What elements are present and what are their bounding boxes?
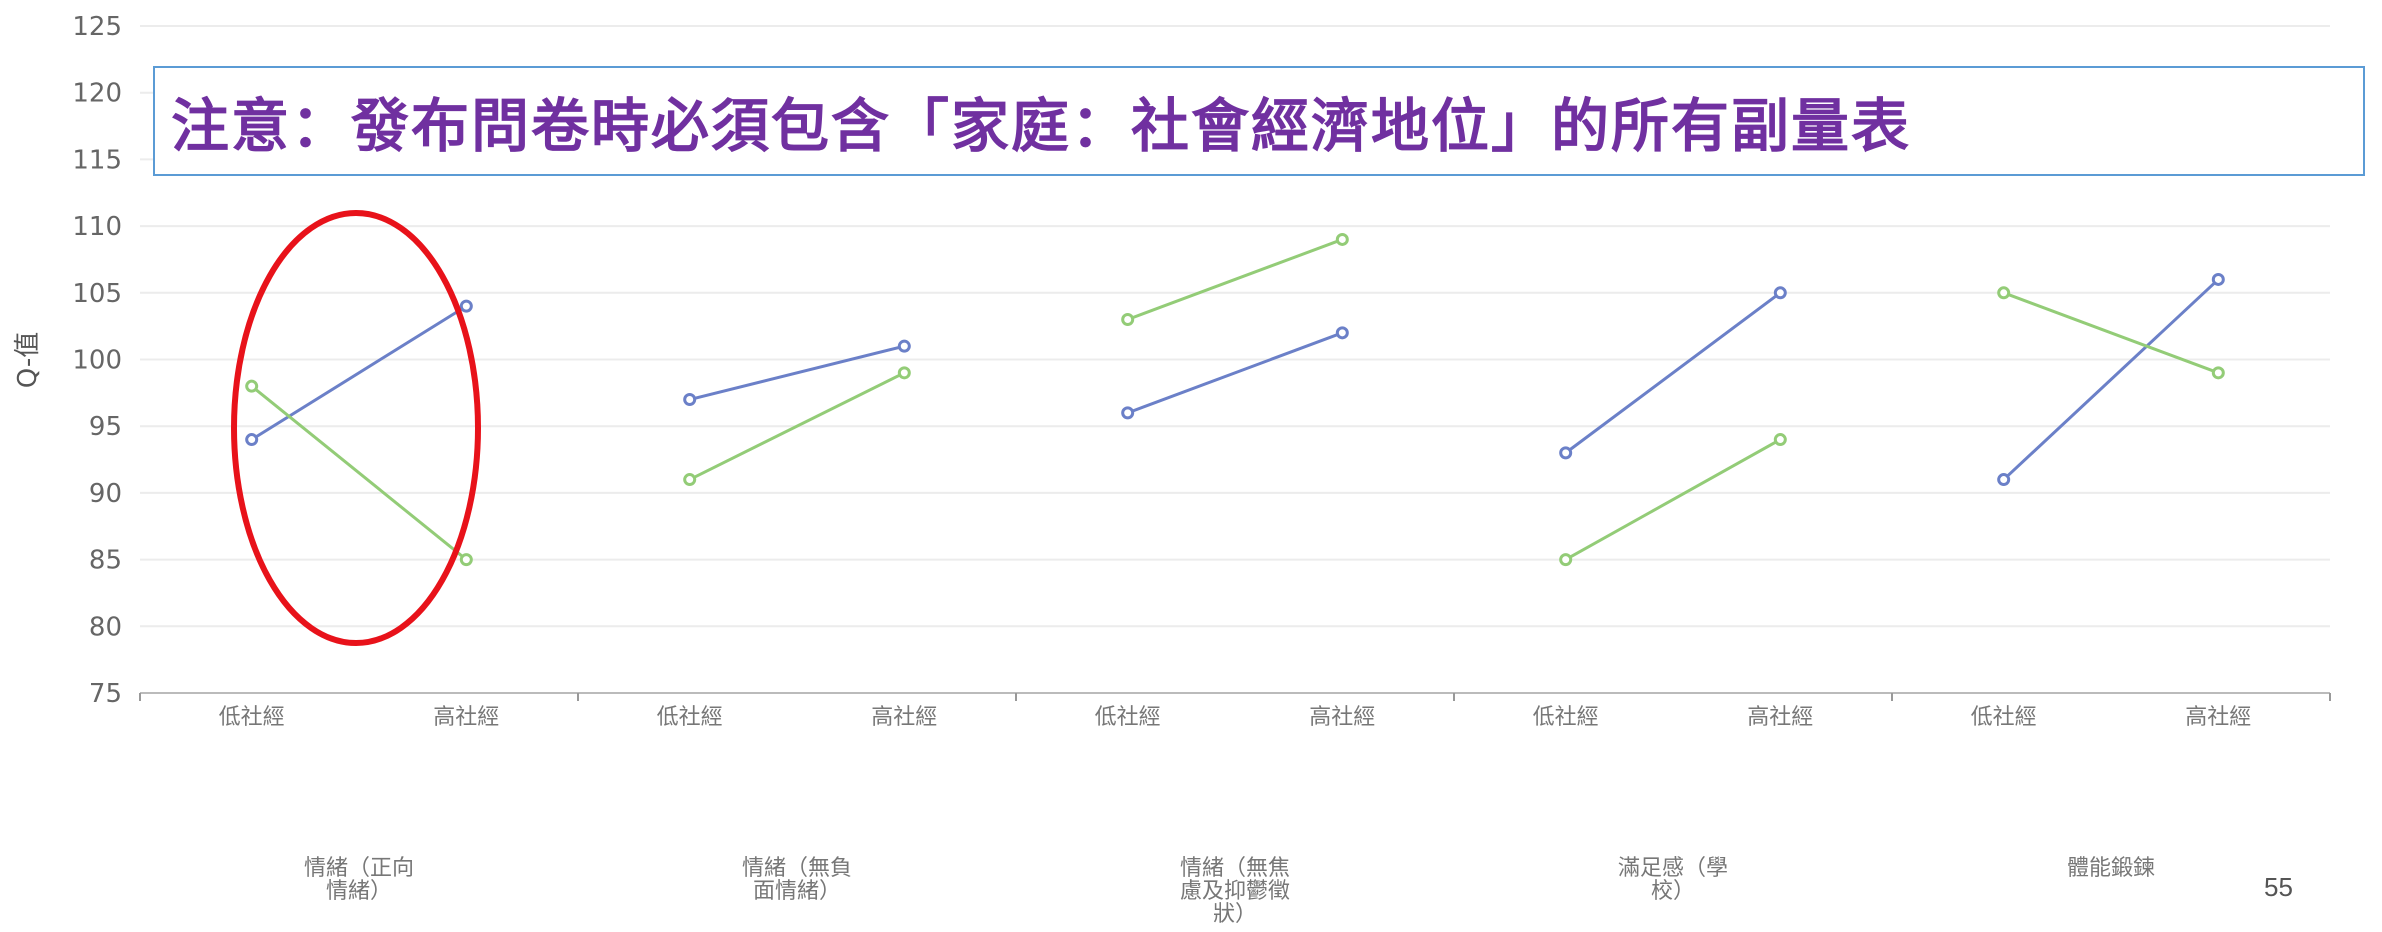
data-point (683, 393, 697, 407)
y-tick-label: 125 (72, 12, 122, 42)
series-line (689, 344, 905, 401)
group-label: 情緒（無焦 (1180, 856, 1290, 881)
y-tick-label: 75 (89, 679, 122, 709)
group-label: 校） (1651, 879, 1695, 904)
group-label: 慮及抑鬱徵 (1180, 879, 1290, 904)
data-point (2211, 366, 2225, 380)
series-line (250, 304, 468, 441)
data-point (897, 366, 911, 380)
data-point (459, 553, 473, 567)
y-tick-label: 105 (72, 279, 122, 309)
notice-text: 注意：發布問卷時必須包含「家庭：社會經濟地位」的所有副量表 (171, 92, 1912, 160)
group-label: 情緒（正向 (304, 856, 414, 881)
y-tick-label: 85 (89, 546, 122, 576)
x-tick-label: 高社經 (1747, 705, 1813, 730)
series-line (2003, 291, 2219, 375)
x-tick-label: 高社經 (1309, 705, 1375, 730)
y-tick-label: 120 (72, 79, 122, 109)
series-line (250, 385, 468, 561)
series-line (1127, 331, 1343, 415)
data-point (245, 379, 259, 393)
data-point (1121, 312, 1135, 326)
y-tick-label: 115 (72, 145, 122, 175)
group-label: 情緒（無負 (742, 856, 852, 881)
series-line (1127, 238, 1343, 321)
x-tick-label: 低社經 (1533, 705, 1599, 730)
data-point (1997, 473, 2011, 487)
data-point (1559, 553, 1573, 567)
data-point (459, 299, 473, 313)
x-tick-label: 高社經 (2185, 705, 2251, 730)
series-line (689, 371, 905, 481)
x-tick-label: 低社經 (219, 705, 285, 730)
page-number: 55 (2264, 872, 2293, 902)
series-line (1564, 291, 1782, 455)
group-label: 情緒） (326, 879, 392, 904)
data-point (683, 473, 697, 487)
data-point (245, 433, 259, 447)
y-tick-label: 80 (89, 612, 122, 642)
x-tick-label: 低社經 (1971, 705, 2037, 730)
data-point (897, 339, 911, 353)
y-tick-label: 110 (72, 212, 122, 242)
data-point (1997, 286, 2011, 300)
x-tick-label: 高社經 (871, 705, 937, 730)
group-label: 滿足感（學 (1618, 856, 1728, 881)
data-point (1773, 433, 1787, 447)
data-point (2211, 272, 2225, 286)
series-line (2002, 278, 2220, 481)
x-tick-label: 低社經 (657, 705, 723, 730)
highlight-ellipse (231, 210, 481, 646)
group-label: 面情緒） (753, 879, 841, 904)
y-axis-title: Q-值 (13, 332, 43, 389)
x-tick-label: 高社經 (433, 705, 499, 730)
y-tick-label: 100 (72, 346, 122, 376)
group-label: 體能鍛鍊 (2067, 856, 2155, 881)
data-point (1335, 326, 1349, 340)
y-tick-label: 95 (89, 412, 122, 442)
y-tick-label: 90 (89, 479, 122, 509)
data-point (1335, 232, 1349, 246)
series-line (1564, 438, 1782, 561)
group-label: 狀） (1213, 902, 1257, 927)
data-point (1773, 286, 1787, 300)
data-point (1559, 446, 1573, 460)
x-tick-label: 低社經 (1095, 705, 1161, 730)
data-point (1121, 406, 1135, 420)
notice-banner: 注意：發布問卷時必須包含「家庭：社會經濟地位」的所有副量表 (153, 66, 2365, 176)
